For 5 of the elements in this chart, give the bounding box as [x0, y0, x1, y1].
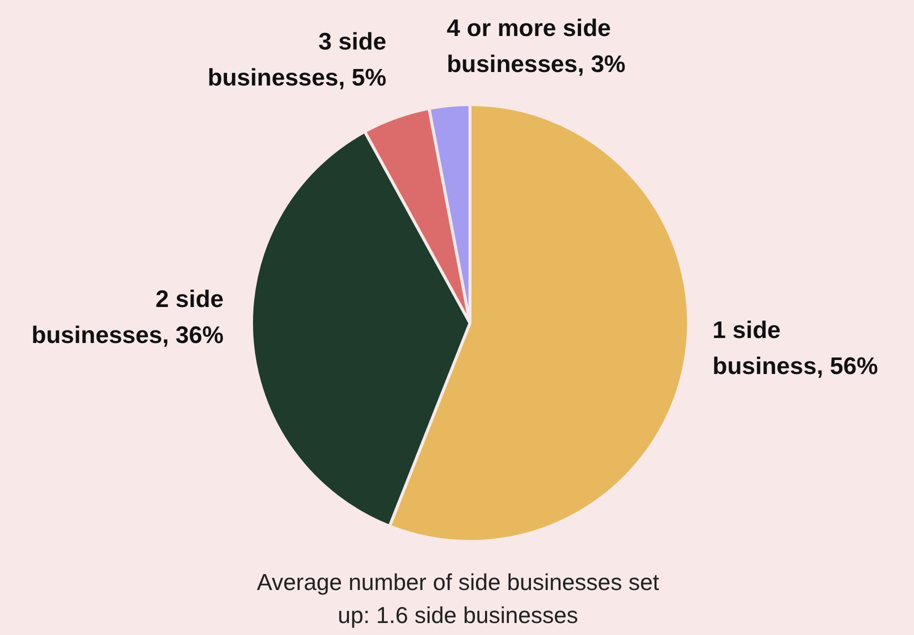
slice-label: 4 or more side businesses, 3% [446, 14, 626, 78]
slice-label: 2 side businesses, 36% [31, 286, 224, 350]
slice-label: 1 side business, 56% [712, 316, 878, 380]
slice-label: 3 side businesses, 5% [208, 28, 386, 92]
text: Average number of side businesses set up: 1.6 side businesses [256, 568, 660, 630]
